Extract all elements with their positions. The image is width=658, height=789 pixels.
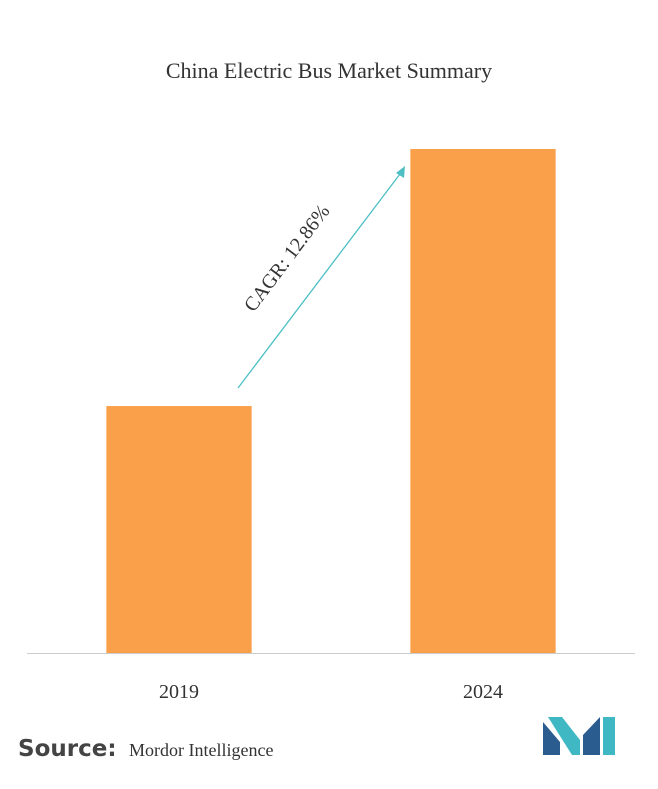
bar [410,149,556,653]
logo [543,717,615,755]
source-label: Source: [18,736,117,762]
cagr-annotation: CAGR: 12.86% [240,201,334,316]
chart-title: China Electric Bus Market Summary [166,58,492,83]
x-tick-label: 2024 [463,681,503,703]
bar [106,406,252,653]
cagr-arrowhead [396,166,405,178]
source-text: Mordor Intelligence [129,740,273,760]
cagr-arrow [237,173,401,389]
x-tick-label: 2019 [159,681,199,703]
